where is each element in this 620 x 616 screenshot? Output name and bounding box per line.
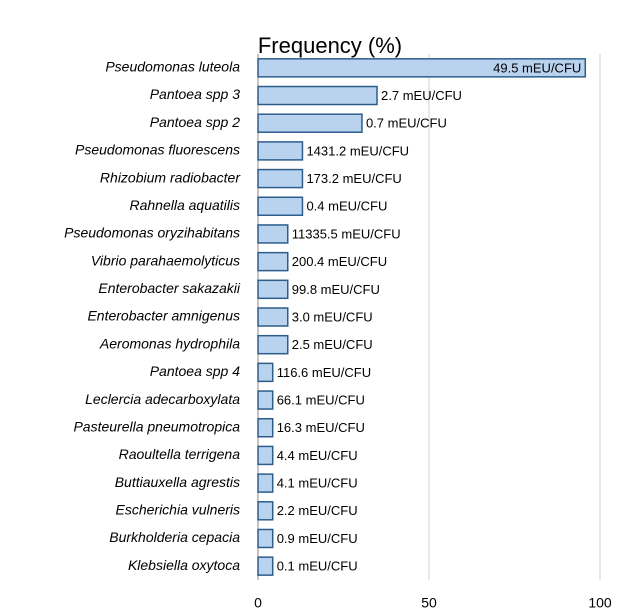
y-tick-label: Escherichia vulneris (116, 501, 241, 517)
bar-annotation: 49.5 mEU/CFU (493, 60, 581, 75)
bar-annotation: 66.1 mEU/CFU (277, 392, 365, 407)
bar-annotation: 0.1 mEU/CFU (277, 559, 358, 574)
y-tick-label: Enterobacter amnigenus (87, 308, 240, 324)
bar (257, 501, 274, 521)
bar-annotation: 2.5 mEU/CFU (292, 337, 373, 352)
bar-annotation: 11335.5 mEU/CFU (292, 226, 401, 241)
y-tick-label: Pantoea spp 2 (150, 114, 241, 130)
bar-annotation: 200.4 mEU/CFU (292, 254, 387, 269)
bar-annotation: 4.4 mEU/CFU (277, 448, 358, 463)
bar-annotation: 1431.2 mEU/CFU (306, 143, 409, 158)
x-tick-label: 50 (421, 595, 437, 611)
y-tick-label: Pantoea spp 3 (150, 86, 241, 102)
y-tick-label: Vibrio parahaemolyticus (91, 252, 240, 268)
y-tick-label: Pseudomonas luteola (105, 59, 240, 75)
y-tick-label: Rahnella aquatilis (129, 197, 240, 213)
bar (257, 473, 274, 493)
y-tick-label: Burkholderia cepacia (109, 529, 240, 545)
y-tick-label: Pseudomonas fluorescens (75, 142, 240, 158)
bar-annotation: 99.8 mEU/CFU (292, 282, 380, 297)
bar (257, 307, 289, 327)
bar (257, 445, 274, 466)
bar-annotation: 173.2 mEU/CFU (306, 171, 401, 186)
bar (257, 279, 289, 300)
bar (257, 113, 363, 133)
y-tick-label: Leclercia adecarboxylata (85, 391, 240, 407)
bar-annotation: 0.9 mEU/CFU (277, 531, 358, 546)
bar-annotation: 0.4 mEU/CFU (306, 199, 387, 214)
bar (257, 417, 274, 438)
bar-annotation: 3.0 mEU/CFU (292, 309, 373, 324)
y-tick-label: Buttiauxella agrestis (115, 474, 240, 490)
y-tick-label: Pantoea spp 4 (150, 363, 241, 379)
bar-annotation: 2.7 mEU/CFU (381, 88, 462, 103)
y-tick-label: Pseudomonas oryzihabitans (64, 225, 240, 241)
bar (257, 141, 304, 161)
bar (257, 85, 378, 106)
bar (257, 334, 289, 355)
bar (257, 196, 304, 217)
y-tick-label: Enterobacter sakazakii (98, 280, 241, 296)
bar-annotation: 4.1 mEU/CFU (277, 476, 358, 491)
bar (257, 251, 289, 272)
bar-annotation: 2.2 mEU/CFU (277, 503, 358, 518)
bar-annotation: 116.6 mEU/CFU (277, 365, 371, 380)
bar (257, 58, 587, 78)
bar-annotation: 16.3 mEU/CFU (277, 420, 365, 435)
bar (257, 556, 274, 576)
bar (257, 362, 274, 383)
bar (257, 224, 289, 244)
x-tick-label: 100 (588, 595, 612, 611)
y-tick-label: Raoultella terrigena (119, 446, 241, 462)
y-tick-label: Rhizobium radiobacter (100, 169, 241, 185)
bar (257, 390, 274, 410)
y-tick-label: Klebsiella oxytoca (128, 557, 240, 573)
x-tick-label: 0 (254, 595, 262, 611)
y-tick-label: Pasteurella pneumotropica (73, 418, 240, 434)
y-tick-label: Aeromonas hydrophila (99, 335, 240, 351)
bar (257, 528, 274, 549)
bar-annotation: 0.7 mEU/CFU (366, 116, 447, 131)
chart-title: Frequency (%) (258, 33, 402, 58)
bar (257, 168, 304, 189)
